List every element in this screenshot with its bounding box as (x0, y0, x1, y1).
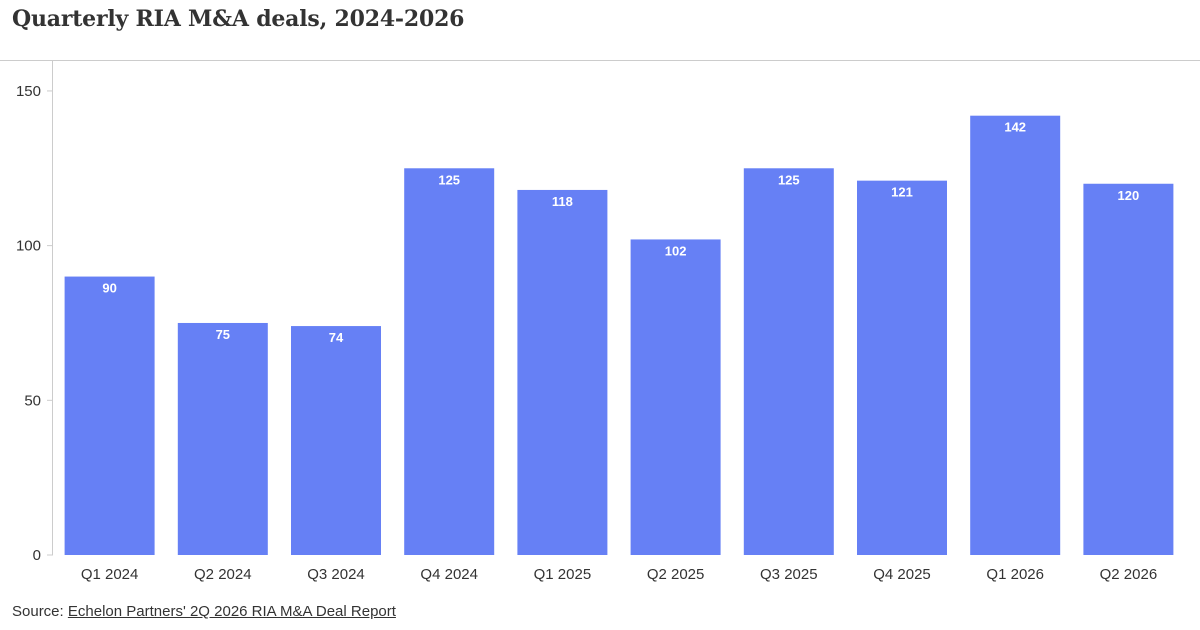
x-tick-label: Q4 2024 (420, 566, 478, 583)
bar[interactable] (857, 180, 947, 555)
x-axis-ticks: Q1 2024 Q2 2024 Q3 2024 Q4 2024 Q1 2025 Q2 20… (81, 566, 1157, 583)
bar[interactable] (630, 239, 721, 555)
x-tick-label: Q2 2024 (194, 566, 252, 583)
bar[interactable] (64, 276, 155, 555)
bar[interactable] (970, 115, 1061, 555)
bar-value-label: 74 (329, 330, 344, 345)
y-tick-label: 100 (16, 238, 41, 255)
x-tick-label: Q3 2024 (307, 566, 365, 583)
bar-value-label: 90 (102, 281, 116, 296)
bar[interactable] (743, 168, 834, 555)
x-tick-label: Q2 2026 (1100, 566, 1158, 583)
y-tick-label: 150 (16, 83, 41, 100)
x-tick-label: Q2 2025 (647, 566, 705, 583)
bar[interactable] (291, 326, 381, 555)
y-axis-ticks: 0 50 100 150 (16, 83, 53, 564)
bar-chart: 0 50 100 150 90 75 74 125 118 102 125 121 142 120 Q1… (0, 60, 1200, 583)
x-tick-label: Q1 2024 (81, 566, 139, 583)
bar[interactable] (517, 189, 608, 555)
bar-value-label: 102 (665, 243, 687, 258)
bar-value-label: 118 (552, 194, 573, 209)
x-tick-label: Q4 2025 (873, 566, 931, 583)
bar-value-label: 120 (1118, 188, 1140, 203)
bar-value-label: 142 (1004, 120, 1026, 135)
bar-value-label: 125 (438, 172, 460, 187)
bar-value-label: 121 (891, 185, 913, 200)
bars-group: 90 75 74 125 118 102 125 121 142 120 (64, 115, 1174, 555)
bar[interactable] (1083, 183, 1174, 555)
y-tick-label: 50 (24, 392, 41, 409)
bar-value-label: 75 (216, 327, 230, 342)
bar[interactable] (177, 322, 268, 555)
source-prefix: Source: (12, 603, 68, 620)
bar-value-label: 125 (778, 172, 800, 187)
source-note: Source: Echelon Partners' 2Q 2026 RIA M&… (12, 603, 396, 620)
y-tick-label: 0 (33, 547, 41, 564)
chart-title: Quarterly RIA M&A deals, 2024-2026 (12, 6, 465, 32)
source-link[interactable]: Echelon Partners' 2Q 2026 RIA M&A Deal R… (67, 603, 396, 620)
x-tick-label: Q3 2025 (760, 566, 818, 583)
bar[interactable] (404, 168, 495, 555)
x-tick-label: Q1 2026 (986, 566, 1044, 583)
x-tick-label: Q1 2025 (534, 566, 592, 583)
